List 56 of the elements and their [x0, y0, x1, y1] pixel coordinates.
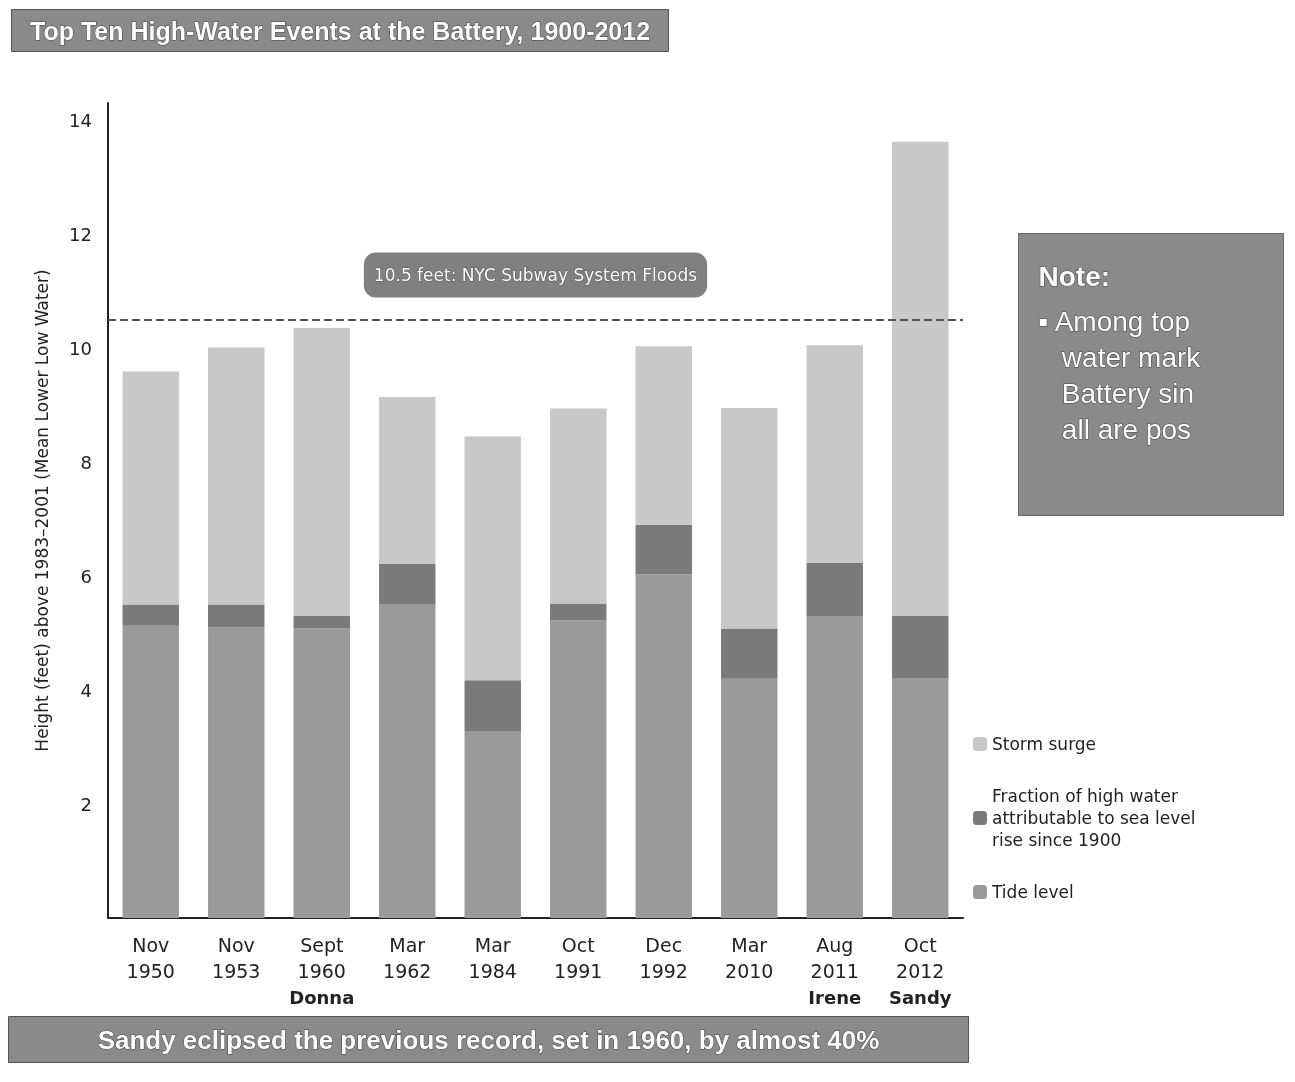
x-tick-label: Oct 2012 Sandy — [888, 934, 952, 1008]
x-tick-label: Dec 1992 — [639, 934, 688, 982]
bar — [379, 397, 436, 565]
bar — [122, 371, 179, 605]
y-tick-label: 2 — [80, 793, 92, 815]
bar — [806, 345, 863, 563]
y-tick-label: 6 — [80, 565, 92, 587]
bar — [293, 615, 350, 629]
bar — [635, 574, 692, 918]
bar — [550, 408, 607, 604]
bar — [721, 628, 778, 679]
y-axis-title: Height (feet) above 1983–2001 (Mean Lower Low Water) — [31, 269, 52, 752]
bar — [806, 562, 863, 616]
bar — [208, 627, 265, 918]
y-tick-label: 10 — [69, 337, 92, 359]
bar — [635, 346, 692, 525]
text: Note: — [1038, 260, 1111, 292]
bar — [464, 731, 521, 918]
y-tick-label: 12 — [69, 223, 92, 245]
x-tick-label: Nov 1950 — [126, 934, 175, 982]
bar — [208, 347, 265, 605]
x-tick-label: Mar 1984 — [468, 934, 517, 982]
y-tick-label: 14 — [69, 109, 92, 131]
y-tick-label: 4 — [80, 679, 92, 701]
legend-label: Fraction of high water attributable to sea level rise since 1900 — [992, 786, 1201, 850]
bar — [464, 436, 521, 681]
bar — [892, 678, 949, 918]
bar — [293, 328, 350, 616]
x-tick-label: Nov 1953 — [212, 934, 261, 982]
bar — [806, 615, 863, 918]
x-tick-label: Oct 1991 — [554, 934, 603, 982]
bar — [550, 620, 607, 918]
y-tick-label: 8 — [80, 451, 92, 473]
bar — [550, 603, 607, 621]
bar — [892, 141, 949, 616]
chart-title: Top Ten High-Water Events at the Battery, 1900-2012 — [30, 16, 651, 45]
bar — [122, 604, 179, 626]
bar — [721, 407, 778, 629]
x-tick-label: Mar 1962 — [383, 934, 432, 982]
legend-label: Tide level — [991, 882, 1074, 902]
bar — [379, 603, 436, 918]
bar — [464, 680, 521, 732]
legend-label: Storm surge — [992, 734, 1097, 754]
x-tick-label: Sept 1960 Donna — [289, 934, 355, 1008]
ref-line-label: 10.5 feet: NYC Subway System Floods — [373, 265, 698, 286]
text: Sandy eclipsed the previous record, set in 1960, by almost 40% — [97, 1024, 880, 1055]
text: ▪ Among top water mark Battery sin all are pos — [1038, 305, 1202, 445]
bar — [208, 604, 265, 628]
bar — [293, 628, 350, 918]
x-tick-label: Mar 2010 — [725, 934, 774, 982]
bar — [721, 678, 778, 918]
bar — [635, 524, 692, 575]
bar — [379, 564, 436, 604]
x-tick-label: Aug 2011 Irene — [808, 934, 862, 1008]
bar — [892, 615, 949, 679]
bar — [122, 625, 179, 918]
